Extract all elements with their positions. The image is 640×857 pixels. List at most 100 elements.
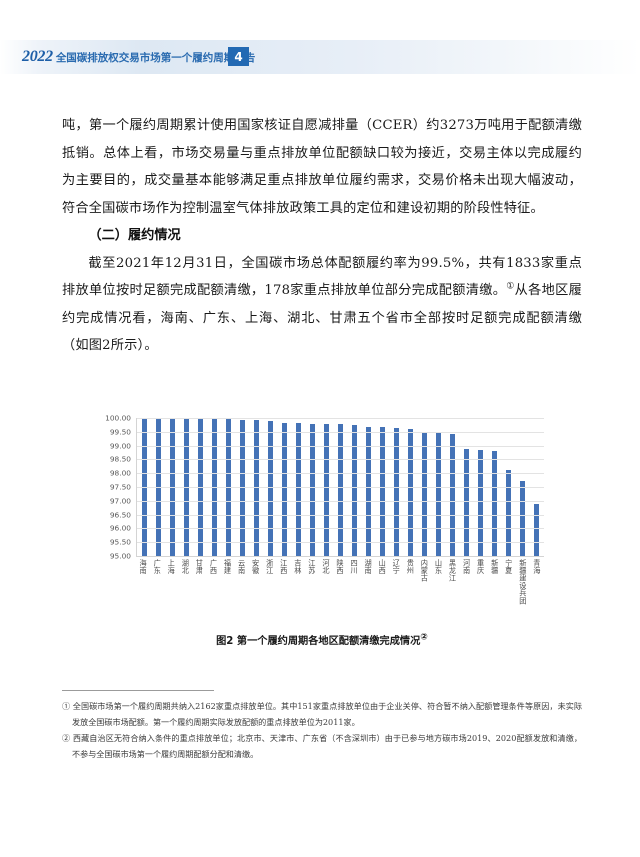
chart-x-tick-label: 四川: [350, 559, 360, 575]
chart-x-label-slot: 宁夏: [502, 559, 516, 605]
chart-x-label-slot: 贵州: [403, 559, 417, 605]
chart-y-tick-label: 97.50: [109, 482, 131, 492]
chart-x-tick-label: 山东: [434, 559, 444, 575]
chart-y-tick-label: 96.00: [109, 523, 131, 533]
chart-bar-slot: [488, 418, 502, 556]
chart-bar: [295, 423, 301, 556]
chart-bar-slot: [418, 418, 432, 556]
chart-x-axis-labels: 海南 广东 上海 湖北 甘肃 广西 福建 云南 安徽 浙江 江西 吉林 江苏 河北 陕西 四川 湖南 山西 辽宁 贵州…: [136, 559, 544, 605]
chart-x-label-slot: 陕西: [333, 559, 347, 605]
chart-x-label-slot: 广西: [206, 559, 220, 605]
chart-bar: [436, 433, 442, 556]
chart-x-tick-label: 贵州: [406, 559, 416, 575]
chart-x-tick-label: 江西: [279, 559, 289, 575]
section-heading-compliance: （二）履约情况: [88, 228, 181, 243]
chart-x-label-slot: 新疆: [488, 559, 502, 605]
chart-x-label-slot: 云南: [234, 559, 248, 605]
chart-x-tick-label: 重庆: [476, 559, 486, 575]
chart-y-tick-label: 95.50: [109, 537, 131, 547]
footnote-marker-2: ②: [420, 632, 428, 643]
chart-bar-slot: [460, 418, 474, 556]
chart-bar-slot: [305, 418, 319, 556]
chart-bar: [281, 422, 287, 556]
chart-x-tick-label: 内蒙古: [420, 559, 430, 582]
chart-bar: [520, 480, 526, 556]
chart-bar: [450, 434, 456, 556]
chart-y-tick-label: 96.50: [109, 510, 131, 520]
paragraph-compliance-text-a: 截至2021年12月31日，全国碳市场总体配额履约率为99.5%，共有1833家…: [62, 255, 582, 299]
header-gradient-band: [0, 40, 640, 74]
chart-bar: [380, 427, 386, 556]
chart-bar-slot: [390, 418, 404, 556]
chart-x-tick-label: 河北: [321, 559, 331, 575]
chart-x-label-slot: 湖北: [178, 559, 192, 605]
chart-gridline: [137, 445, 544, 447]
chart-bar: [337, 424, 343, 556]
header-year: 2022: [22, 48, 53, 65]
chart-gridline: [137, 514, 544, 516]
footnotes-block: ① 全国碳市场第一个履约周期共纳入2162家重点排放单位。其中151家重点排放单…: [62, 690, 582, 763]
chart-y-tick-label: 99.50: [109, 427, 131, 437]
chart-bar-slot: [474, 418, 488, 556]
chart-x-label-slot: 江西: [277, 559, 291, 605]
chart-x-label-slot: 内蒙古: [417, 559, 431, 605]
chart-bar-slot: [376, 418, 390, 556]
chart-bar-slot: [277, 418, 291, 556]
chart-bar: [478, 450, 484, 556]
chart-x-tick-label: 广东: [153, 559, 163, 575]
chart-bar: [408, 428, 414, 556]
chart-bar-slot: [502, 418, 516, 556]
chart-bar-slot: [446, 418, 460, 556]
chart-x-label-slot: 福建: [220, 559, 234, 605]
chart-bar-slot: [347, 418, 361, 556]
chart-x-tick-label: 广西: [209, 559, 219, 575]
chart-x-label-slot: 山西: [375, 559, 389, 605]
figure-caption: 图2 第一个履约周期各地区配额清缴完成情况②: [96, 632, 548, 647]
chart-x-tick-label: 浙江: [265, 559, 275, 575]
chart-bar: [464, 449, 470, 556]
chart-gridline: [137, 431, 544, 433]
chart-y-tick-label: 98.50: [109, 454, 131, 464]
chart-gridline: [137, 487, 544, 488]
chart-x-label-slot: 广东: [150, 559, 164, 605]
chart-gridline: [137, 459, 544, 461]
page-header: 2022 全国碳排放权交易市场第一个履约周期报告 4: [0, 40, 640, 74]
paragraph-compliance-status: 截至2021年12月31日，全国碳市场总体配额履约率为99.5%，共有1833家…: [62, 250, 582, 360]
chart-x-label-slot: 上海: [164, 559, 178, 605]
chart-x-label-slot: 江苏: [305, 559, 319, 605]
chart-x-label-slot: 安徽: [249, 559, 263, 605]
chart-x-label-slot: 黑龙江: [445, 559, 459, 605]
chart-bar: [267, 421, 273, 556]
chart-bar-slot: [362, 418, 376, 556]
chart-plot-area: [136, 418, 544, 557]
page-content: 吨，第一个履约周期累计使用国家核证自愿减排量（CCER）约3273万吨用于配额清…: [62, 112, 582, 360]
chart-x-label-slot: 河南: [459, 559, 473, 605]
chart-x-label-slot: 浙江: [263, 559, 277, 605]
chart-x-label-slot: 海南: [136, 559, 150, 605]
chart-bar: [351, 425, 357, 556]
chart-y-tick-label: 95.00: [109, 551, 131, 561]
chart-x-label-slot: 山东: [431, 559, 445, 605]
chart-gridline: [137, 500, 544, 502]
chart-x-tick-label: 黑龙江: [448, 559, 458, 582]
chart-x-tick-label: 宁夏: [504, 559, 514, 575]
chart-bar: [309, 423, 315, 556]
chart-bar-slot: [432, 418, 446, 556]
chart-x-label-slot: 吉林: [291, 559, 305, 605]
page-number-badge: 4: [228, 47, 249, 66]
footnote-list: ① 全国碳市场第一个履约周期共纳入2162家重点排放单位。其中151家重点排放单…: [62, 699, 582, 762]
chart-y-tick-label: 100.00: [105, 413, 131, 423]
chart-bar-slot: [291, 418, 305, 556]
chart-x-label-slot: 四川: [347, 559, 361, 605]
footnote-divider: [62, 690, 214, 691]
figure-2: 100.00 99.50 99.00 98.50 98.00 97.50 97.00 96.5…: [96, 413, 548, 647]
chart-x-tick-label: 安徽: [251, 559, 261, 575]
paragraph-compliance-text-b: 从各地区履约完成情况看，海南、广东、上海、湖北、甘肃五个省市全部按时足额完成配额…: [62, 283, 583, 353]
chart-x-label-slot: 青海: [530, 559, 544, 605]
chart-gridline: [137, 473, 544, 475]
chart-x-tick-label: 山西: [378, 559, 388, 575]
chart-x-label-slot: 辽宁: [389, 559, 403, 605]
chart-x-label-slot: 甘肃: [192, 559, 206, 605]
chart-bar: [394, 427, 400, 556]
